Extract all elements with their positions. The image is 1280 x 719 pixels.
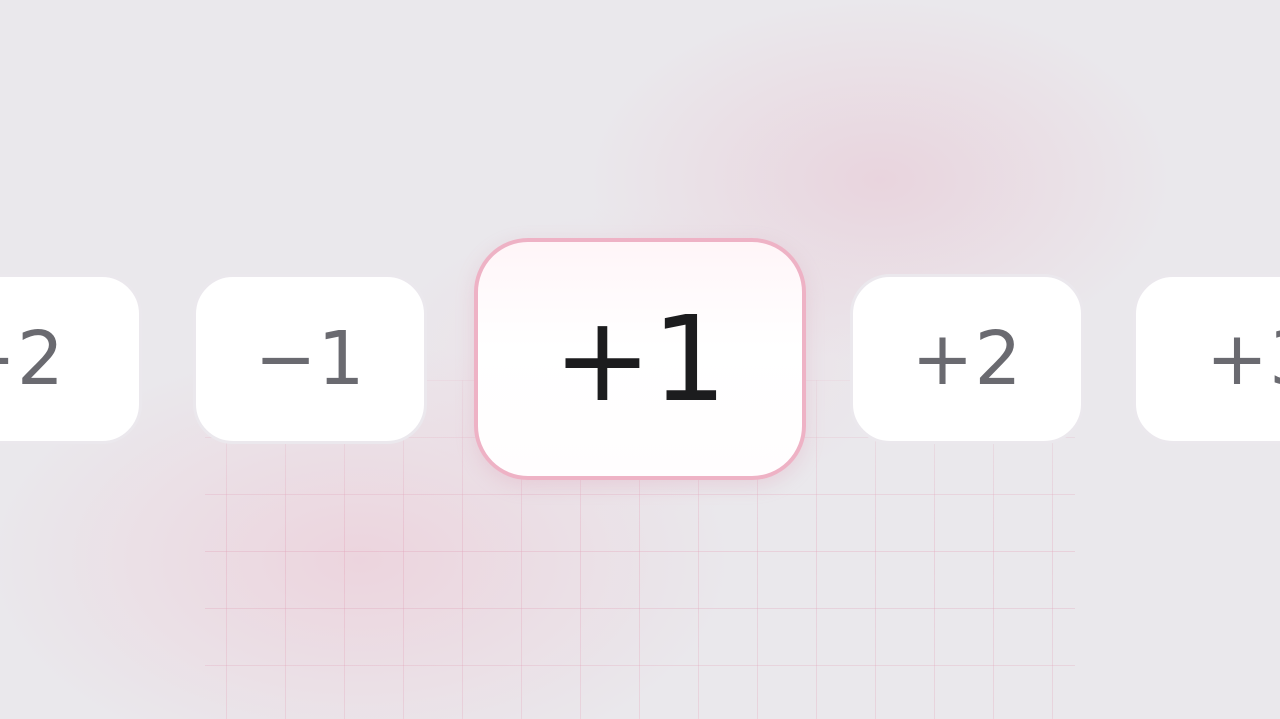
option-minus-1[interactable]: −1 — [193, 274, 427, 444]
selected-option-label: +1 — [553, 290, 727, 428]
option-label: +2 — [911, 316, 1023, 402]
option-plus-1-selected[interactable]: +1 — [474, 238, 806, 480]
option-label: −2 — [0, 316, 65, 402]
option-plus-3[interactable]: +3 — [1133, 274, 1280, 444]
option-label: −1 — [254, 316, 366, 402]
option-plus-2[interactable]: +2 — [850, 274, 1084, 444]
option-label: +3 — [1206, 316, 1280, 402]
option-minus-2[interactable]: −2 — [0, 274, 142, 444]
